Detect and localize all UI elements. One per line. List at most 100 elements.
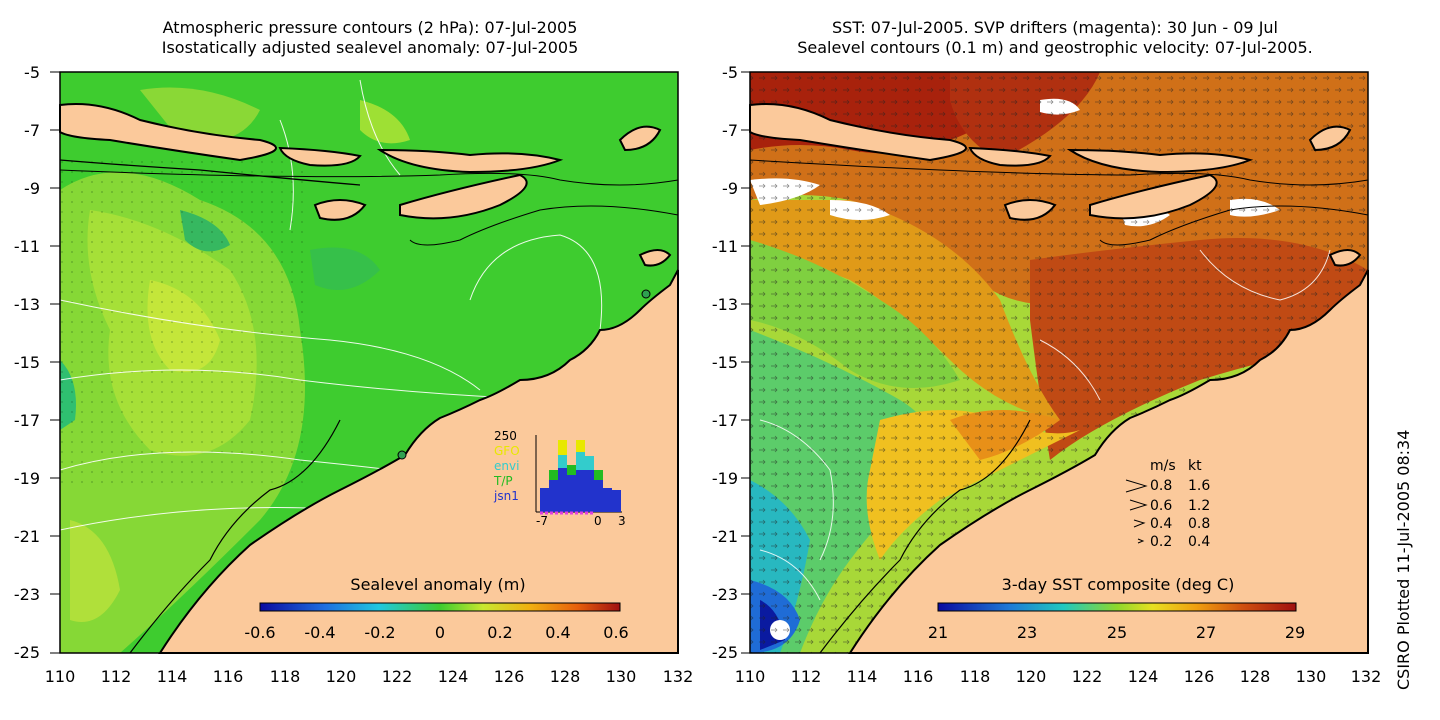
left-title: Atmospheric pressure contours (2 hPa): 0… bbox=[60, 18, 680, 58]
right-y-tick: -17 bbox=[712, 411, 738, 430]
right-colorbar-tick: 27 bbox=[1196, 623, 1216, 642]
left-colorbar-tick: 0.2 bbox=[487, 623, 512, 642]
left-x-tick: 118 bbox=[270, 667, 301, 686]
right-y-tick: -19 bbox=[712, 469, 738, 488]
right-y-tick: -23 bbox=[712, 585, 738, 604]
right-x-tick: 132 bbox=[1351, 667, 1382, 686]
left-colorbar-tick: -0.2 bbox=[364, 623, 395, 642]
right-x-tick: 116 bbox=[903, 667, 934, 686]
velocity-ms-value: 0.8 bbox=[1150, 478, 1172, 494]
right-map: -5 -7 -9 -11 -13 -15 -17 -19 -21 -23 -25… bbox=[712, 63, 1382, 686]
left-y-tick: -7 bbox=[24, 121, 40, 140]
left-x-tick: 124 bbox=[438, 667, 469, 686]
left-colorbar-tick: -0.6 bbox=[244, 623, 275, 642]
inset-legend-tp: T/P bbox=[493, 474, 513, 488]
left-y-tick: -19 bbox=[14, 469, 40, 488]
right-x-tick: 114 bbox=[847, 667, 878, 686]
plot-credit: CSIRO Plotted 11-Jul-2005 08:34 bbox=[1394, 429, 1413, 690]
left-x-tick: 122 bbox=[382, 667, 413, 686]
left-y-tick: -9 bbox=[24, 179, 40, 198]
left-y-tick: -23 bbox=[14, 585, 40, 604]
right-title-line1: SST: 07-Jul-2005. SVP drifters (magenta)… bbox=[832, 18, 1278, 37]
right-y-tick: -15 bbox=[712, 353, 738, 372]
left-x-tick: 130 bbox=[606, 667, 637, 686]
left-colorbar-label: Sealevel anomaly (m) bbox=[350, 575, 525, 594]
left-colorbar-tick: 0 bbox=[435, 623, 445, 642]
left-colorbar-tick: -0.4 bbox=[304, 623, 335, 642]
velocity-arrow-icon bbox=[1133, 519, 1146, 528]
right-y-tick: -7 bbox=[722, 121, 738, 140]
left-x-tick: 112 bbox=[101, 667, 132, 686]
velocity-header-kt: kt bbox=[1188, 458, 1202, 474]
left-y-tick: -5 bbox=[24, 63, 40, 82]
left-colorbar: Sealevel anomaly (m) -0.6 -0.4 -0.2 0 0.… bbox=[244, 575, 628, 642]
right-y-tick: -5 bbox=[722, 63, 738, 82]
inset-x-tick: 3 bbox=[618, 514, 626, 528]
left-x-tick: 110 bbox=[45, 667, 76, 686]
velocity-ms-value: 0.6 bbox=[1150, 498, 1172, 514]
left-x-tick: 116 bbox=[213, 667, 244, 686]
velocity-kt-value: 1.6 bbox=[1188, 478, 1210, 494]
left-x-tick: 114 bbox=[157, 667, 188, 686]
left-x-tick: 128 bbox=[550, 667, 581, 686]
right-y-axis: -5 -7 -9 -11 -13 -15 -17 -19 -21 -23 -25 bbox=[712, 63, 738, 662]
right-y-tick: -21 bbox=[712, 527, 738, 546]
left-y-tick: -21 bbox=[14, 527, 40, 546]
right-colorbar-tick: 21 bbox=[928, 623, 948, 642]
right-x-tick: 112 bbox=[791, 667, 822, 686]
inset-bars bbox=[540, 440, 621, 512]
left-x-tick: 132 bbox=[663, 667, 694, 686]
inset-x-tick: -7 bbox=[536, 514, 548, 528]
left-x-tick: 120 bbox=[326, 667, 357, 686]
right-x-tick: 110 bbox=[735, 667, 766, 686]
velocity-arrow-icon bbox=[1125, 479, 1148, 493]
satellite-inset: 250 GFO envi T/P jsn1 -7 0 3 bbox=[493, 429, 626, 528]
inset-legend-gfo: GFO bbox=[494, 444, 520, 458]
velocity-kt-value: 0.4 bbox=[1188, 534, 1210, 550]
right-y-tick: -11 bbox=[712, 237, 738, 256]
velocity-arrow-icon bbox=[1137, 538, 1145, 544]
velocity-ms-value: 0.4 bbox=[1150, 516, 1172, 532]
right-colorbar-label: 3-day SST composite (deg C) bbox=[1002, 575, 1235, 594]
left-y-tick: -17 bbox=[14, 411, 40, 430]
right-x-tick: 118 bbox=[960, 667, 991, 686]
left-y-axis: -5 -7 -9 -11 -13 -15 -17 -19 -21 -23 -25 bbox=[14, 63, 40, 662]
left-colorbar-tick: 0.6 bbox=[603, 623, 628, 642]
right-x-tick: 128 bbox=[1240, 667, 1271, 686]
left-x-tick: 126 bbox=[494, 667, 525, 686]
velocity-header-ms: m/s bbox=[1150, 458, 1176, 474]
right-y-tick: -13 bbox=[712, 295, 738, 314]
right-title-line2: Sealevel contours (0.1 m) and geostrophi… bbox=[797, 38, 1313, 57]
left-title-line1: Atmospheric pressure contours (2 hPa): 0… bbox=[162, 18, 578, 37]
right-colorbar-tick: 29 bbox=[1285, 623, 1305, 642]
left-y-tick: -25 bbox=[14, 643, 40, 662]
left-colorbar-tick: 0.4 bbox=[545, 623, 570, 642]
right-colorbar-tick: 23 bbox=[1017, 623, 1037, 642]
velocity-kt-value: 1.2 bbox=[1188, 498, 1210, 514]
right-x-tick: 126 bbox=[1184, 667, 1215, 686]
right-x-tick: 122 bbox=[1072, 667, 1103, 686]
right-x-axis: 110 112 114 116 118 120 122 124 126 128 … bbox=[735, 667, 1382, 686]
left-x-axis: 110 112 114 116 118 120 122 124 126 128 … bbox=[45, 667, 694, 686]
velocity-kt-value: 0.8 bbox=[1188, 516, 1210, 532]
right-colorbar: 3-day SST composite (deg C) 21 23 25 27 … bbox=[928, 575, 1305, 642]
right-x-tick: 130 bbox=[1296, 667, 1327, 686]
velocity-ms-value: 0.2 bbox=[1150, 534, 1172, 550]
left-title-line2: Isostatically adjusted sealevel anomaly:… bbox=[161, 38, 579, 57]
left-map: -5 -7 -9 -11 -13 -15 -17 -19 -21 -23 -25… bbox=[14, 63, 694, 686]
inset-legend-jsn1: jsn1 bbox=[493, 489, 519, 503]
inset-x-tick: 0 bbox=[594, 514, 602, 528]
inset-top-value: 250 bbox=[494, 429, 517, 443]
right-colorbar-tick: 25 bbox=[1107, 623, 1127, 642]
inset-legend-envi: envi bbox=[494, 459, 519, 473]
right-x-tick: 120 bbox=[1016, 667, 1047, 686]
right-y-tick: -25 bbox=[712, 643, 738, 662]
right-y-tick: -9 bbox=[722, 179, 738, 198]
right-title: SST: 07-Jul-2005. SVP drifters (magenta)… bbox=[725, 18, 1385, 58]
left-y-tick: -11 bbox=[14, 237, 40, 256]
left-y-tick: -13 bbox=[14, 295, 40, 314]
left-y-tick: -15 bbox=[14, 353, 40, 372]
velocity-legend: m/s kt 0.8 1.6 0.6 1.2 0.4 0.8 0.2 0.4 bbox=[1125, 458, 1210, 550]
left-map-frame bbox=[59, 71, 679, 654]
right-x-tick: 124 bbox=[1128, 667, 1159, 686]
